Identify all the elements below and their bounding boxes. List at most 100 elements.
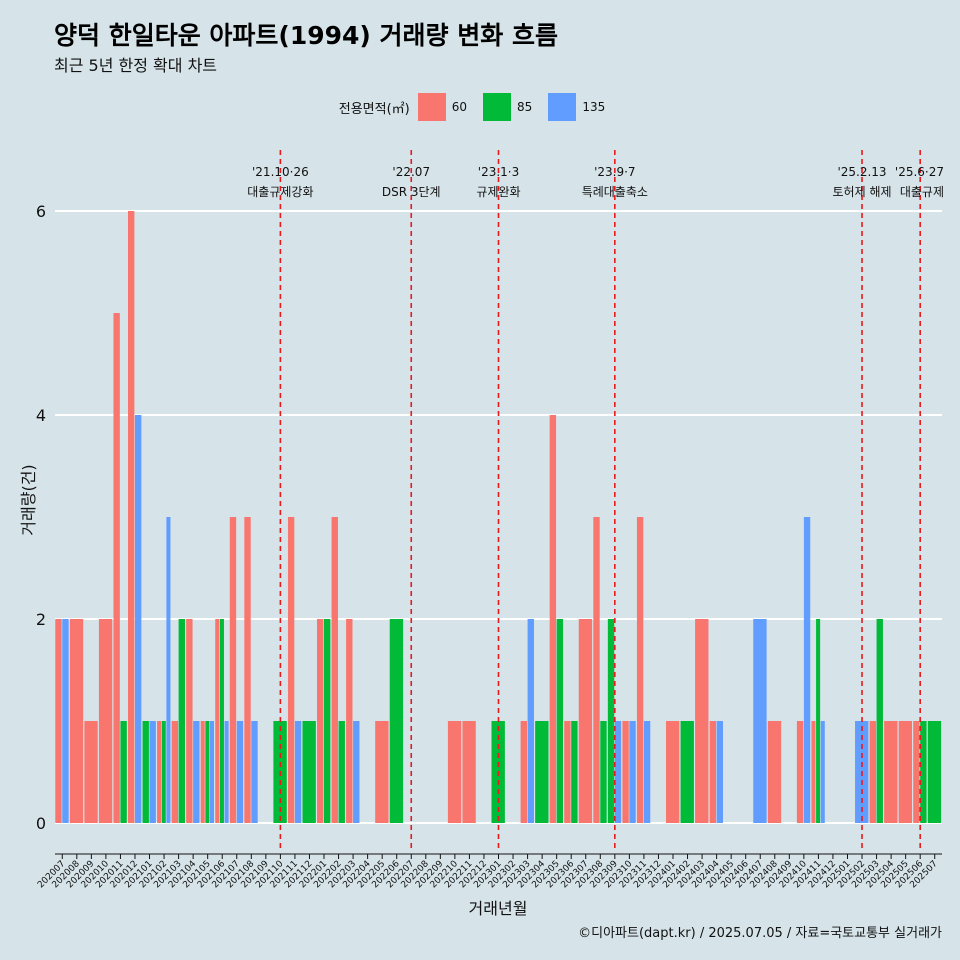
bar-60-202505 — [898, 721, 913, 823]
legend-label-85: 85 — [517, 100, 533, 114]
bar-60-202310 — [622, 721, 629, 823]
bar-60-202504 — [884, 721, 898, 823]
legend-swatch-60 — [417, 93, 446, 121]
bar-135-202111 — [294, 721, 302, 823]
legend-swatch-85 — [483, 93, 512, 121]
event-label: DSR 3단계 — [382, 185, 441, 199]
bar-135-202311 — [643, 721, 651, 823]
bar-135-202108 — [251, 721, 258, 823]
bar-60-202403 — [695, 619, 709, 823]
bar-60-202201 — [317, 619, 324, 823]
bar-85-202112 — [302, 721, 316, 823]
bar-135-202404 — [716, 721, 723, 823]
bar-135-202105 — [210, 721, 215, 823]
bar-135-202012 — [134, 415, 142, 823]
bar-135-202203 — [353, 721, 360, 823]
legend-item-85: 85 — [483, 93, 542, 121]
bar-85-202101 — [142, 721, 149, 823]
bar-60-202210 — [447, 721, 462, 823]
bar-60-202007 — [55, 619, 62, 823]
bar-60-202102 — [157, 721, 162, 823]
bar-60-202408 — [767, 721, 782, 823]
bar-135-202407 — [753, 619, 767, 823]
bar-60-202306 — [564, 721, 571, 823]
y-tick-label: 4 — [36, 406, 46, 425]
bar-135-202007 — [62, 619, 69, 823]
event-label: 토허제 해제 — [833, 185, 892, 199]
y-tick-label: 2 — [36, 610, 46, 629]
legend-swatch-135 — [548, 93, 577, 121]
bar-135-202101 — [149, 721, 156, 823]
legend-title: 전용면적(㎡) — [338, 101, 410, 117]
bar-60-202111 — [287, 517, 295, 823]
bar-85-202305 — [556, 619, 564, 823]
bar-85-202309 — [607, 619, 615, 823]
legend-label-135: 135 — [582, 100, 606, 114]
bar-85-202506 — [920, 721, 927, 823]
event-label: 대출규제 — [900, 185, 944, 199]
bar-85-202308 — [600, 721, 607, 823]
bar-60-202107 — [229, 517, 237, 823]
bar-60-202308 — [593, 517, 600, 823]
bar-60-202211 — [462, 721, 476, 823]
event-label: 특례대출축소 — [582, 185, 648, 199]
bar-60-202203 — [346, 619, 353, 823]
bar-85-202102 — [161, 721, 166, 823]
event-date: '22.07 — [392, 165, 430, 179]
bar-60-202205 — [375, 721, 389, 823]
bar-60-202411 — [811, 721, 816, 823]
bar-135-202411 — [820, 721, 825, 823]
bar-60-202011 — [113, 313, 120, 823]
bar-60-202305 — [549, 415, 557, 823]
bar-60-202404 — [709, 721, 717, 823]
bar-135-202106 — [224, 721, 229, 823]
bar-85-202103 — [178, 619, 185, 823]
bar-135-202310 — [629, 721, 636, 823]
bar-85-202306 — [571, 721, 578, 823]
bar-135-202107 — [236, 721, 244, 823]
bar-85-202503 — [876, 619, 883, 823]
bar-60-202105 — [200, 721, 205, 823]
event-date: '21.10·26 — [252, 165, 309, 179]
bar-85-202402 — [680, 721, 694, 823]
bar-135-202410 — [803, 517, 811, 823]
bar-135-202303 — [527, 619, 534, 823]
bar-135-202102 — [166, 517, 171, 823]
event-date: '23.1·3 — [478, 165, 519, 179]
bar-85-202411 — [816, 619, 821, 823]
event-label: 규제완화 — [476, 185, 520, 199]
bar-60-202503 — [869, 721, 876, 823]
bar-85-202106 — [219, 619, 224, 823]
bar-60-202401 — [666, 721, 680, 823]
event-label: 대출규제강화 — [247, 185, 313, 199]
legend: 전용면적(㎡) 60 85 135 — [0, 92, 960, 122]
page-subtitle: 최근 5년 한정 확대 차트 — [54, 56, 218, 75]
bar-135-202104 — [193, 721, 200, 823]
bar-60-202008 — [69, 619, 84, 823]
bar-60-202303 — [520, 721, 527, 823]
bar-60-202012 — [127, 211, 135, 823]
bar-60-202103 — [171, 721, 178, 823]
bar-60-202108 — [244, 517, 251, 823]
event-date: '23.9·7 — [594, 165, 635, 179]
legend-item-60: 60 — [417, 93, 477, 121]
bar-85-202206 — [389, 619, 404, 823]
bar-60-202311 — [636, 517, 644, 823]
bar-85-202304 — [535, 721, 549, 823]
bar-60-202010 — [98, 619, 113, 823]
page-title: 양덕 한일타운 아파트(1994) 거래량 변화 흐름 — [54, 21, 558, 50]
bar-85-202202 — [338, 721, 345, 823]
bar-60-202410 — [796, 721, 804, 823]
legend-item-135: 135 — [548, 93, 615, 121]
bar-85-202105 — [205, 721, 210, 823]
y-tick-label: 6 — [36, 202, 46, 221]
bar-135-202309 — [614, 721, 622, 823]
bar-60-202009 — [84, 721, 98, 823]
bar-85-202507 — [927, 721, 942, 823]
bar-60-202307 — [578, 619, 593, 823]
x-axis-title: 거래년월 — [469, 899, 528, 918]
y-axis-title: 거래량(건) — [19, 464, 38, 535]
bar-60-202106 — [215, 619, 220, 823]
legend-label-60: 60 — [451, 100, 468, 114]
